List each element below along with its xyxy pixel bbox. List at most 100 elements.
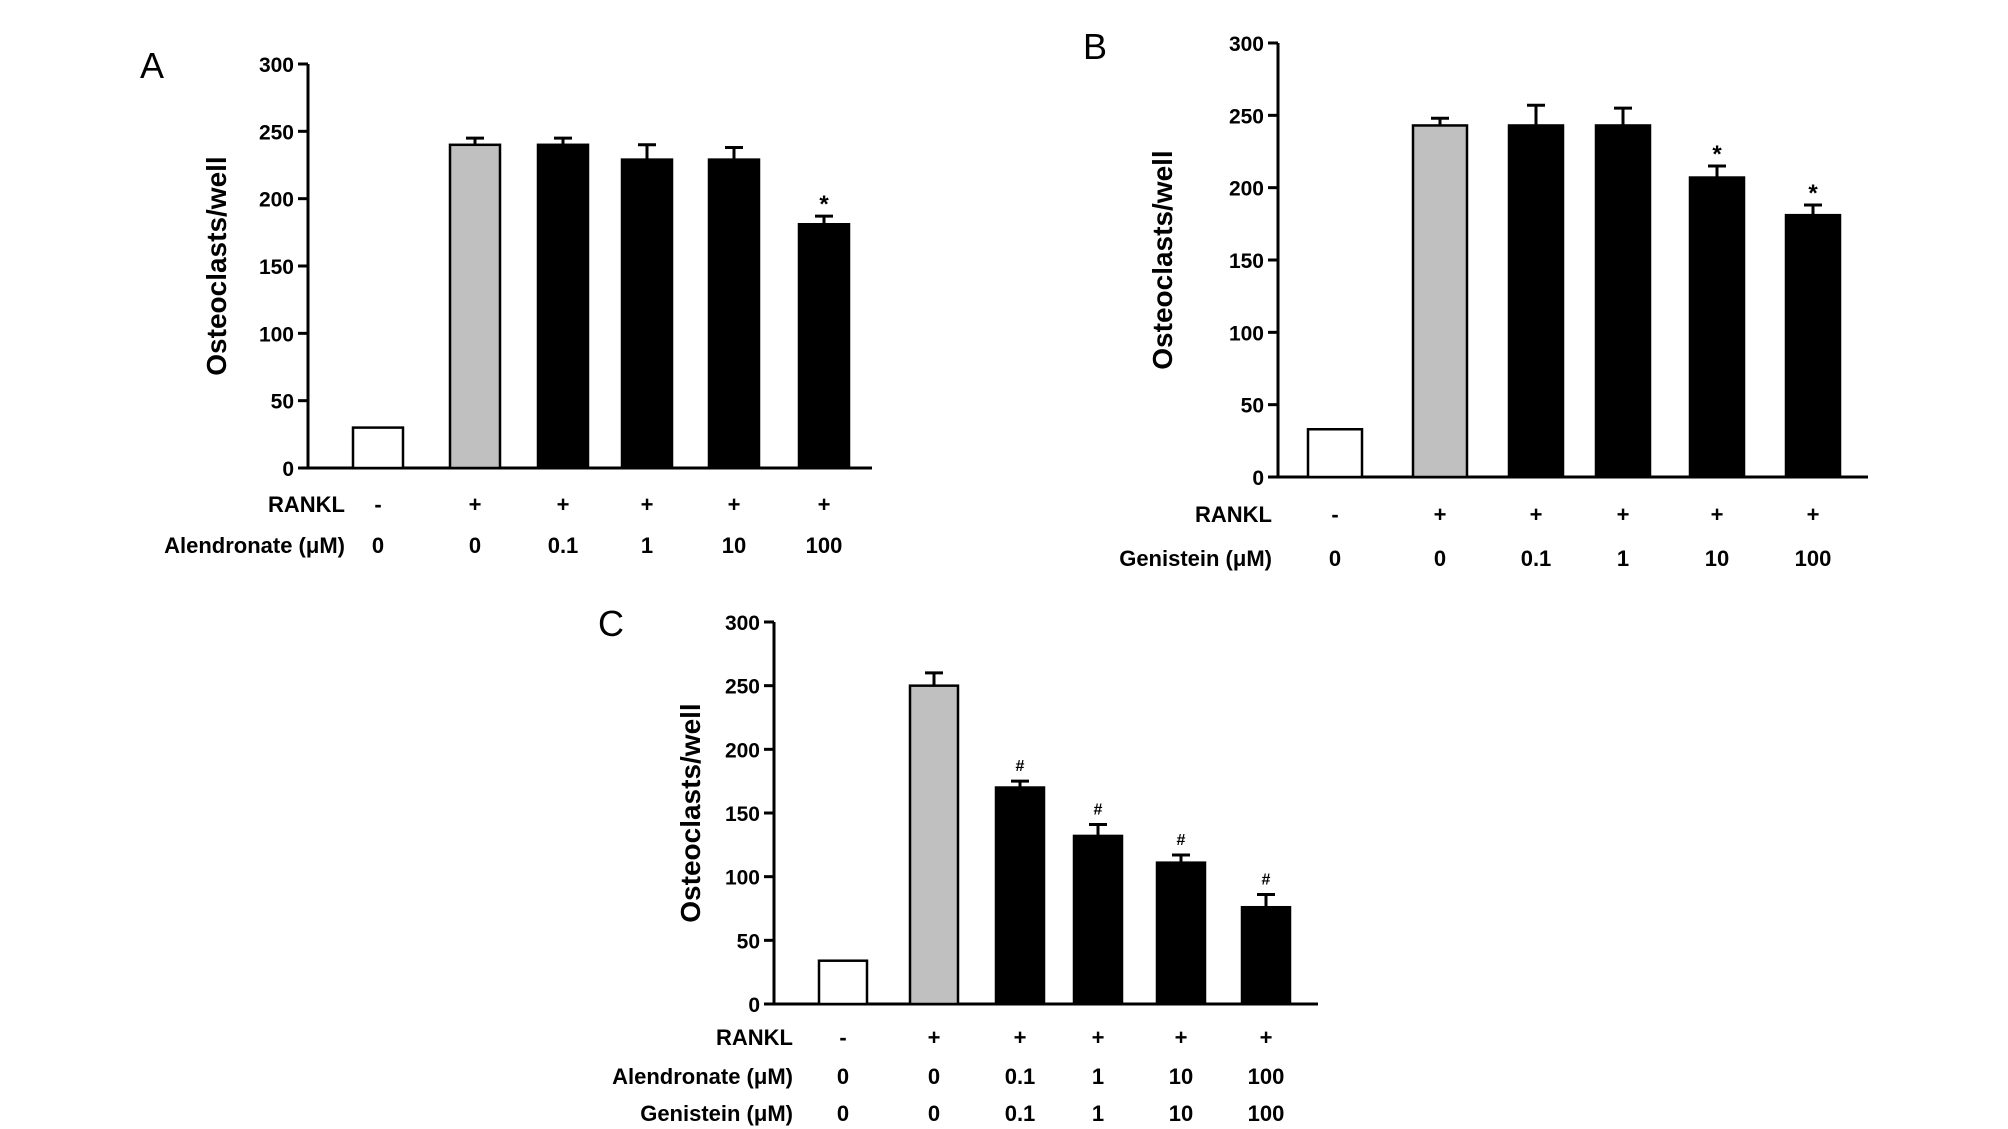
x-tick-label: + [728,492,741,517]
x-tick-label: + [1711,502,1724,527]
x-tick-label: + [1530,502,1543,527]
x-tick-label: + [1434,502,1447,527]
bar [908,684,960,1006]
x-tick-label: 100 [1795,546,1832,571]
x-tick-label: 100 [1248,1101,1285,1126]
row-label: RANKL [268,492,345,517]
x-tick-label: - [1331,502,1338,527]
panel-letter-a: A [140,45,164,86]
y-tick-label: 150 [259,256,294,279]
significance-marker: * [1808,180,1818,207]
x-tick-label: 0 [928,1064,940,1089]
y-tick-label: 50 [1241,395,1264,418]
bar [1306,428,1364,479]
bar [620,158,674,470]
x-tick-label: + [1092,1025,1105,1050]
y-tick-label: 50 [737,930,760,953]
x-tick-label: 0.1 [1005,1064,1036,1089]
bar [1594,124,1652,479]
bar [1507,124,1565,479]
y-tick-label: 50 [271,391,294,414]
bar [1155,861,1207,1006]
x-tick-label: 0 [837,1064,849,1089]
x-tick-label: 0.1 [1521,546,1552,571]
y-tick-label: 100 [1229,322,1264,345]
significance-marker: # [1016,758,1025,775]
y-tick-label: 100 [259,323,294,346]
y-tick-label: 0 [748,994,760,1017]
bar [707,158,761,470]
x-tick-label: + [818,492,831,517]
y-tick-label: 250 [725,676,760,699]
x-tick-label: + [1807,502,1820,527]
x-tick-label: + [641,492,654,517]
bar [817,959,869,1006]
significance-marker: * [819,191,829,218]
y-tick-label: 300 [259,54,294,77]
x-tick-label: + [1175,1025,1188,1050]
x-tick-label: 10 [1169,1064,1193,1089]
x-tick-label: 100 [1248,1064,1285,1089]
y-tick-label: 200 [259,189,294,212]
x-tick-label: 10 [722,533,746,558]
y-tick-label: 0 [1252,467,1264,490]
x-tick-label: 1 [1617,546,1629,571]
row-label: Alendronate (μM) [164,533,345,558]
row-label: RANKL [1195,502,1272,527]
x-tick-label: + [1014,1025,1027,1050]
x-tick-label: + [1617,502,1630,527]
x-tick-label: 10 [1169,1101,1193,1126]
x-tick-label: + [1260,1025,1273,1050]
x-tick-label: - [374,492,381,517]
x-tick-label: 0.1 [1005,1101,1036,1126]
row-label: Alendronate (μM) [612,1064,793,1089]
y-tick-label: 0 [282,458,294,481]
y-axis-title: Osteoclasts/well [201,156,232,375]
bar [1688,176,1746,479]
significance-marker: * [1712,141,1722,168]
significance-marker: # [1262,871,1271,888]
x-tick-label: 0 [1329,546,1341,571]
y-tick-label: 300 [725,612,760,635]
x-tick-label: + [469,492,482,517]
y-tick-label: 150 [725,803,760,826]
x-tick-label: + [557,492,570,517]
x-tick-label: 0 [837,1101,849,1126]
bar [1240,905,1292,1006]
x-tick-label: 1 [1092,1064,1104,1089]
bar [536,143,590,470]
bar [448,143,502,470]
x-tick-label: 0 [372,533,384,558]
y-axis-title: Osteoclasts/well [1147,150,1178,369]
y-tick-label: 150 [1229,250,1264,273]
y-tick-label: 250 [1229,105,1264,128]
bar [351,426,405,470]
y-tick-label: 300 [1229,33,1264,56]
x-tick-label: 1 [641,533,653,558]
x-tick-label: 0.1 [548,533,579,558]
x-tick-label: - [839,1025,846,1050]
x-tick-label: 0 [1434,546,1446,571]
y-tick-label: 100 [725,867,760,890]
x-tick-label: 100 [806,533,843,558]
row-label: RANKL [716,1025,793,1050]
bar [994,786,1046,1006]
x-tick-label: + [928,1025,941,1050]
x-tick-label: 10 [1705,546,1729,571]
bar [1784,213,1842,479]
row-label: Genistein (μM) [1119,546,1272,571]
bar [1411,124,1469,479]
panel-letter-b: B [1083,26,1107,67]
bar [797,223,851,470]
significance-marker: # [1177,832,1186,849]
x-tick-label: 0 [928,1101,940,1126]
row-label: Genistein (μM) [640,1101,793,1126]
significance-marker: # [1094,801,1103,818]
x-tick-label: 1 [1092,1101,1104,1126]
y-tick-label: 200 [1229,178,1264,201]
panel-letter-c: C [598,603,624,644]
x-tick-label: 0 [469,533,481,558]
y-axis-title: Osteoclasts/well [675,703,706,922]
y-tick-label: 250 [259,121,294,144]
